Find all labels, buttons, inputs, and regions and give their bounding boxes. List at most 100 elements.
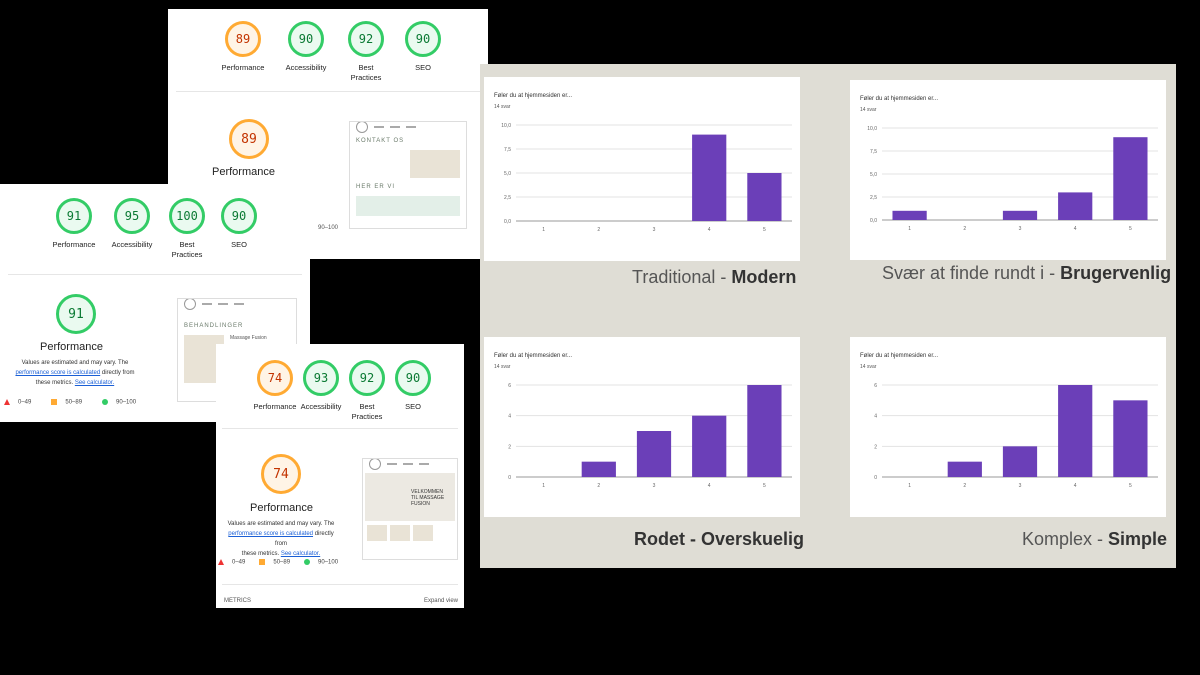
y-tick-label: 7,5	[870, 149, 877, 155]
performance-score-ring: 89	[229, 119, 269, 159]
y-tick-label: 6	[508, 383, 511, 389]
gauge-accessibility[interactable]: 90 Accessibility	[283, 21, 329, 83]
gauge-label: Performance	[52, 240, 96, 249]
gauge-label: SEO	[405, 402, 421, 411]
x-tick-label: 3	[653, 483, 656, 489]
y-tick-label: 0	[508, 475, 511, 481]
calculator-link[interactable]: See calculator.	[280, 551, 321, 557]
y-tick-label: 6	[874, 383, 877, 389]
x-tick-label: 1	[542, 483, 545, 489]
y-tick-label: 10,0	[501, 123, 511, 129]
x-tick-label: 4	[708, 227, 711, 233]
gauge-label: Performance	[253, 402, 297, 411]
screenshot-header	[178, 299, 296, 310]
gauge-label: SEO	[231, 240, 247, 249]
calculated-link[interactable]: performance score is calculated	[15, 370, 101, 376]
screenshot-caption: Massage Fusion	[230, 335, 267, 341]
screenshot-heading: KONTAKT OS	[356, 138, 405, 144]
gauge-label: Accessibility	[285, 63, 327, 72]
x-tick-label: 2	[597, 483, 600, 489]
gauge-best-practices[interactable]: 92 Best Practices	[346, 21, 386, 83]
expand-view-link[interactable]: Expand view	[423, 598, 458, 604]
gauge-label: Accessibility	[111, 240, 153, 249]
y-tick-label: 4	[874, 414, 877, 420]
logo-icon	[369, 459, 381, 470]
screenshot-header	[350, 122, 466, 133]
bar	[581, 461, 616, 477]
bar	[747, 385, 782, 477]
gauge-performance[interactable]: 89 Performance	[220, 21, 266, 83]
performance-title: Performance	[40, 341, 103, 353]
map-image	[356, 196, 460, 216]
score-ring: 89	[225, 21, 261, 57]
y-tick-label: 0,0	[870, 218, 877, 224]
hero-image: VELKOMMEN TIL MASSAGE FUSION	[365, 473, 455, 521]
gauge-best-practices[interactable]: 92 Best Practices	[346, 360, 388, 422]
score-ring: 92	[348, 21, 384, 57]
chart-caption-3: Rodet - Overskuelig	[634, 529, 805, 549]
bar	[692, 134, 727, 221]
score-ring: 90	[221, 198, 257, 234]
gauge-seo[interactable]: 90 SEO	[218, 198, 260, 260]
score-ring: 95	[114, 198, 150, 234]
x-tick-label: 1	[908, 226, 911, 232]
performance-title: Performance	[250, 502, 313, 514]
divider	[8, 274, 302, 275]
survey-chart-2: 0,0 2,5 5,0 7,5 10,0 1 2 3 4 5 Føler du at hjemme…	[850, 80, 1166, 260]
y-tick-label: 10,0	[867, 126, 877, 132]
gauge-performance[interactable]: 91 Performance	[50, 198, 98, 260]
gauge-accessibility[interactable]: 95 Accessibility	[108, 198, 156, 260]
bar	[947, 461, 982, 477]
gauge-label: Performance	[221, 63, 265, 72]
hero-heading: VELKOMMEN TIL MASSAGE FUSION	[411, 489, 445, 507]
score-ring: 90	[405, 21, 441, 57]
survey-results-panel: 0,0 2,5 5,0 7,5 10,0 1 2 3 4 5 Føler du at hjemme…	[480, 64, 1176, 568]
divider	[222, 428, 458, 429]
bar	[1002, 446, 1038, 477]
score-gauges: 89 Performance 90 Accessibility 92 Best …	[220, 21, 443, 83]
y-tick-label: 0,0	[504, 219, 511, 225]
gauge-accessibility[interactable]: 93 Accessibility	[300, 360, 342, 422]
chart-caption-2: Svær at finde rundt i - Brugervenlig	[882, 263, 1172, 283]
score-ring: 93	[303, 360, 339, 396]
bar	[692, 415, 727, 477]
performance-note: Values are estimated and may vary. The p…	[15, 360, 135, 386]
score-ring: 91	[56, 198, 92, 234]
gauge-label: Best Practices	[350, 63, 382, 82]
legend-fragment: 90–100	[317, 225, 339, 231]
lighthouse-report-3: 74 Performance 93 Accessibility 92 Best …	[216, 344, 464, 608]
calculator-link[interactable]: See calculator.	[74, 380, 115, 386]
score-ring: 74	[257, 360, 293, 396]
x-tick-label: 5	[763, 483, 766, 489]
x-tick-label: 2	[963, 226, 966, 232]
x-tick-label: 5	[763, 227, 766, 233]
score-ring: 90	[395, 360, 431, 396]
score-ring: 92	[349, 360, 385, 396]
gauge-label: Accessibility	[300, 402, 342, 411]
chart-responses: 14 svar	[494, 104, 511, 110]
gauge-best-practices[interactable]: 100 Best Practices	[166, 198, 208, 260]
screenshot-header	[363, 459, 457, 470]
y-tick-label: 2	[874, 444, 877, 450]
bar	[1002, 210, 1038, 220]
score-ring: 100	[169, 198, 205, 234]
divider	[176, 91, 480, 92]
score-gauges: 74 Performance 93 Accessibility 92 Best …	[254, 360, 434, 422]
calculated-link[interactable]: performance score is calculated	[228, 531, 314, 537]
y-tick-label: 7,5	[504, 147, 511, 153]
bar	[636, 431, 672, 477]
score-gauges: 91 Performance 95 Accessibility 100 Best…	[50, 198, 260, 260]
gauge-seo[interactable]: 90 SEO	[392, 360, 434, 422]
x-tick-label: 4	[708, 483, 711, 489]
gauge-performance[interactable]: 74 Performance	[254, 360, 296, 422]
x-tick-label: 4	[1074, 226, 1077, 232]
survey-chart-1: 0,0 2,5 5,0 7,5 10,0 1 2 3 4 5 Føler du at hjemme…	[484, 77, 800, 261]
gauge-seo[interactable]: 90 SEO	[403, 21, 443, 83]
bar-chart-svg: 0,0 2,5 5,0 7,5 10,0 1 2 3 4 5	[501, 123, 792, 233]
gauge-label: Best Practices	[171, 240, 203, 259]
page-screenshot: VELKOMMEN TIL MASSAGE FUSION	[362, 458, 458, 560]
logo-icon	[356, 122, 368, 133]
performance-score-ring: 91	[56, 294, 96, 334]
